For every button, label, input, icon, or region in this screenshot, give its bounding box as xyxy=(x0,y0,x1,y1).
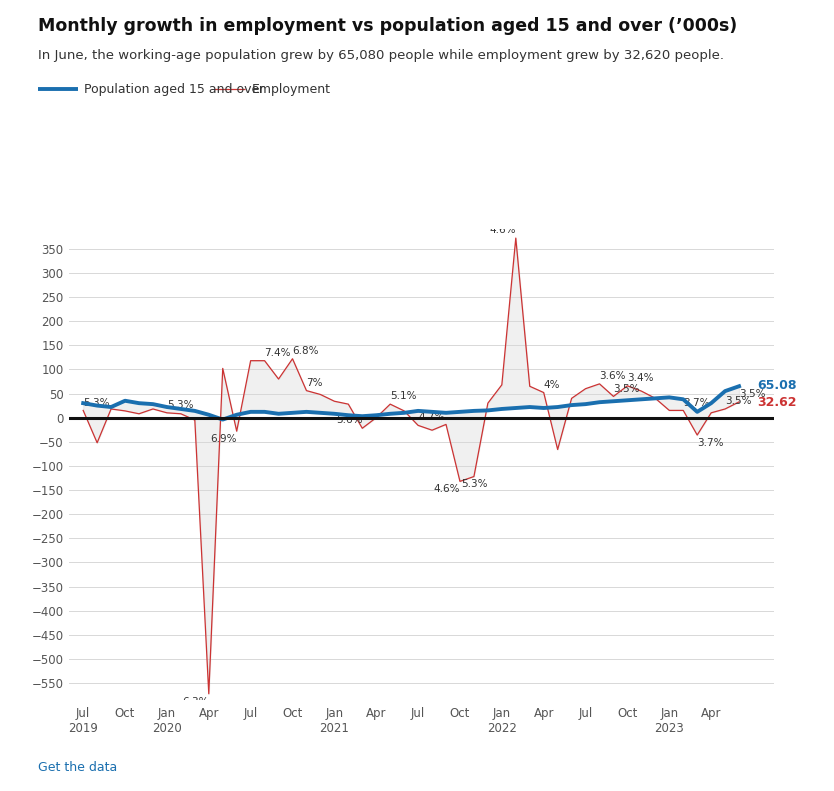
Text: 5.3%: 5.3% xyxy=(461,479,488,490)
Text: 3.5%: 3.5% xyxy=(739,389,766,399)
Text: 32.62: 32.62 xyxy=(757,396,796,410)
Text: 6.3%: 6.3% xyxy=(183,697,208,706)
Text: Get the data: Get the data xyxy=(38,761,117,774)
Text: 4.7%: 4.7% xyxy=(418,412,445,422)
Text: 5.1%: 5.1% xyxy=(390,392,417,401)
Text: 5.3%: 5.3% xyxy=(83,398,110,407)
Text: 4.6%: 4.6% xyxy=(434,484,460,494)
Text: Employment: Employment xyxy=(252,83,331,96)
Text: 4%: 4% xyxy=(544,380,560,390)
Text: 3.7%: 3.7% xyxy=(683,398,710,407)
Text: Monthly growth in employment vs population aged 15 and over (’000s): Monthly growth in employment vs populati… xyxy=(38,17,736,36)
Text: 3.5%: 3.5% xyxy=(614,384,640,393)
Text: 3.7%: 3.7% xyxy=(697,438,724,448)
Text: 7.4%: 7.4% xyxy=(264,348,291,358)
Text: 3.6%: 3.6% xyxy=(600,371,626,381)
Text: 3.5%: 3.5% xyxy=(725,396,751,406)
Text: 4.6%: 4.6% xyxy=(490,225,515,235)
Text: 5.3%: 5.3% xyxy=(167,400,193,410)
Text: 3.4%: 3.4% xyxy=(627,373,654,383)
Text: 6.8%: 6.8% xyxy=(293,346,319,356)
Text: In June, the working-age population grew by 65,080 people while employment grew : In June, the working-age population grew… xyxy=(38,49,724,62)
Text: 6.9%: 6.9% xyxy=(210,434,237,444)
Text: Population aged 15 and over: Population aged 15 and over xyxy=(84,83,264,96)
Text: 7%: 7% xyxy=(306,378,323,388)
Text: 65.08: 65.08 xyxy=(757,379,796,392)
Text: 5.6%: 5.6% xyxy=(336,415,362,426)
